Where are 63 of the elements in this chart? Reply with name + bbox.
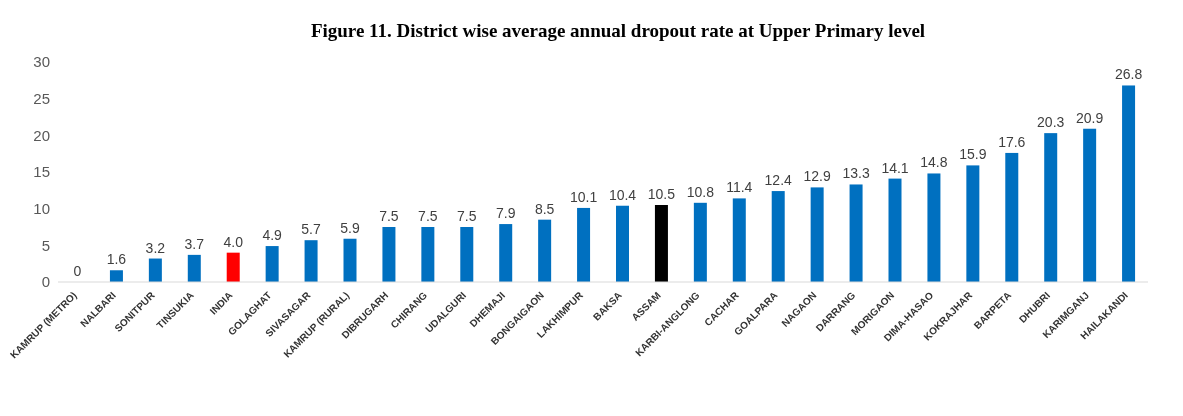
- data-label: 12.4: [764, 172, 793, 189]
- data-label: 0: [73, 263, 82, 279]
- bar: [148, 258, 162, 282]
- data-label: 20.3: [1037, 114, 1065, 131]
- data-label: 10.1: [569, 188, 598, 205]
- data-label: 12.9: [803, 168, 831, 185]
- data-label: 7.5: [418, 208, 438, 224]
- data-label: 26.8: [1114, 66, 1143, 83]
- bar: [343, 238, 357, 282]
- y-tick-label: 30: [33, 53, 50, 71]
- bar: [1083, 128, 1097, 282]
- bar: [1044, 133, 1058, 282]
- y-tick-label: 10: [33, 199, 50, 217]
- data-label: 17.6: [998, 133, 1026, 150]
- y-tick-label: 15: [33, 163, 50, 181]
- data-label: 14.1: [881, 159, 909, 176]
- bar: [654, 205, 668, 282]
- bar: [187, 254, 201, 282]
- y-tick-label: 25: [33, 89, 50, 107]
- bar: [226, 252, 240, 282]
- data-label: 10.8: [686, 183, 715, 200]
- data-label: 5.9: [340, 219, 360, 236]
- bar: [888, 178, 902, 282]
- bar: [577, 207, 591, 282]
- data-label: 11.4: [726, 179, 753, 196]
- bar: [771, 191, 785, 282]
- bar: [616, 205, 629, 282]
- data-label: 3.7: [184, 235, 205, 252]
- bar: [966, 165, 980, 282]
- data-label: 20.9: [1076, 109, 1104, 126]
- data-label: 15.9: [959, 146, 987, 163]
- bar: [732, 198, 746, 282]
- bar: [693, 202, 707, 282]
- bar: [927, 173, 941, 282]
- bar: [810, 187, 824, 282]
- data-label: 1.6: [106, 251, 127, 268]
- data-label: 14.8: [920, 154, 948, 171]
- data-label: 8.5: [534, 200, 555, 217]
- bar: [382, 227, 396, 282]
- bar: [421, 227, 435, 282]
- data-label: 10.4: [608, 186, 637, 203]
- bar: [265, 246, 279, 282]
- data-label: 10.5: [647, 186, 676, 202]
- data-label: 7.5: [379, 208, 399, 224]
- y-tick-label: 5: [41, 236, 50, 254]
- bar: [538, 219, 552, 282]
- data-label: 3.2: [145, 239, 166, 256]
- bar: [304, 240, 318, 282]
- data-label: 4.9: [262, 227, 283, 244]
- data-label: 7.5: [457, 208, 477, 224]
- bar: [109, 270, 123, 282]
- bar: [460, 227, 474, 282]
- bar: [1122, 85, 1136, 282]
- bar: [1005, 152, 1019, 282]
- data-label: 4.0: [223, 233, 244, 250]
- y-tick-label: 20: [33, 126, 50, 144]
- bar: [849, 184, 863, 282]
- data-label: 5.7: [301, 221, 322, 238]
- data-label: 13.3: [842, 165, 870, 182]
- data-label: 7.9: [495, 205, 516, 222]
- chart-title: Figure 11. District wise average annual dropout rate at Upper Primary level: [309, 20, 927, 42]
- y-tick-label: 0: [41, 273, 50, 291]
- bar: [499, 224, 513, 282]
